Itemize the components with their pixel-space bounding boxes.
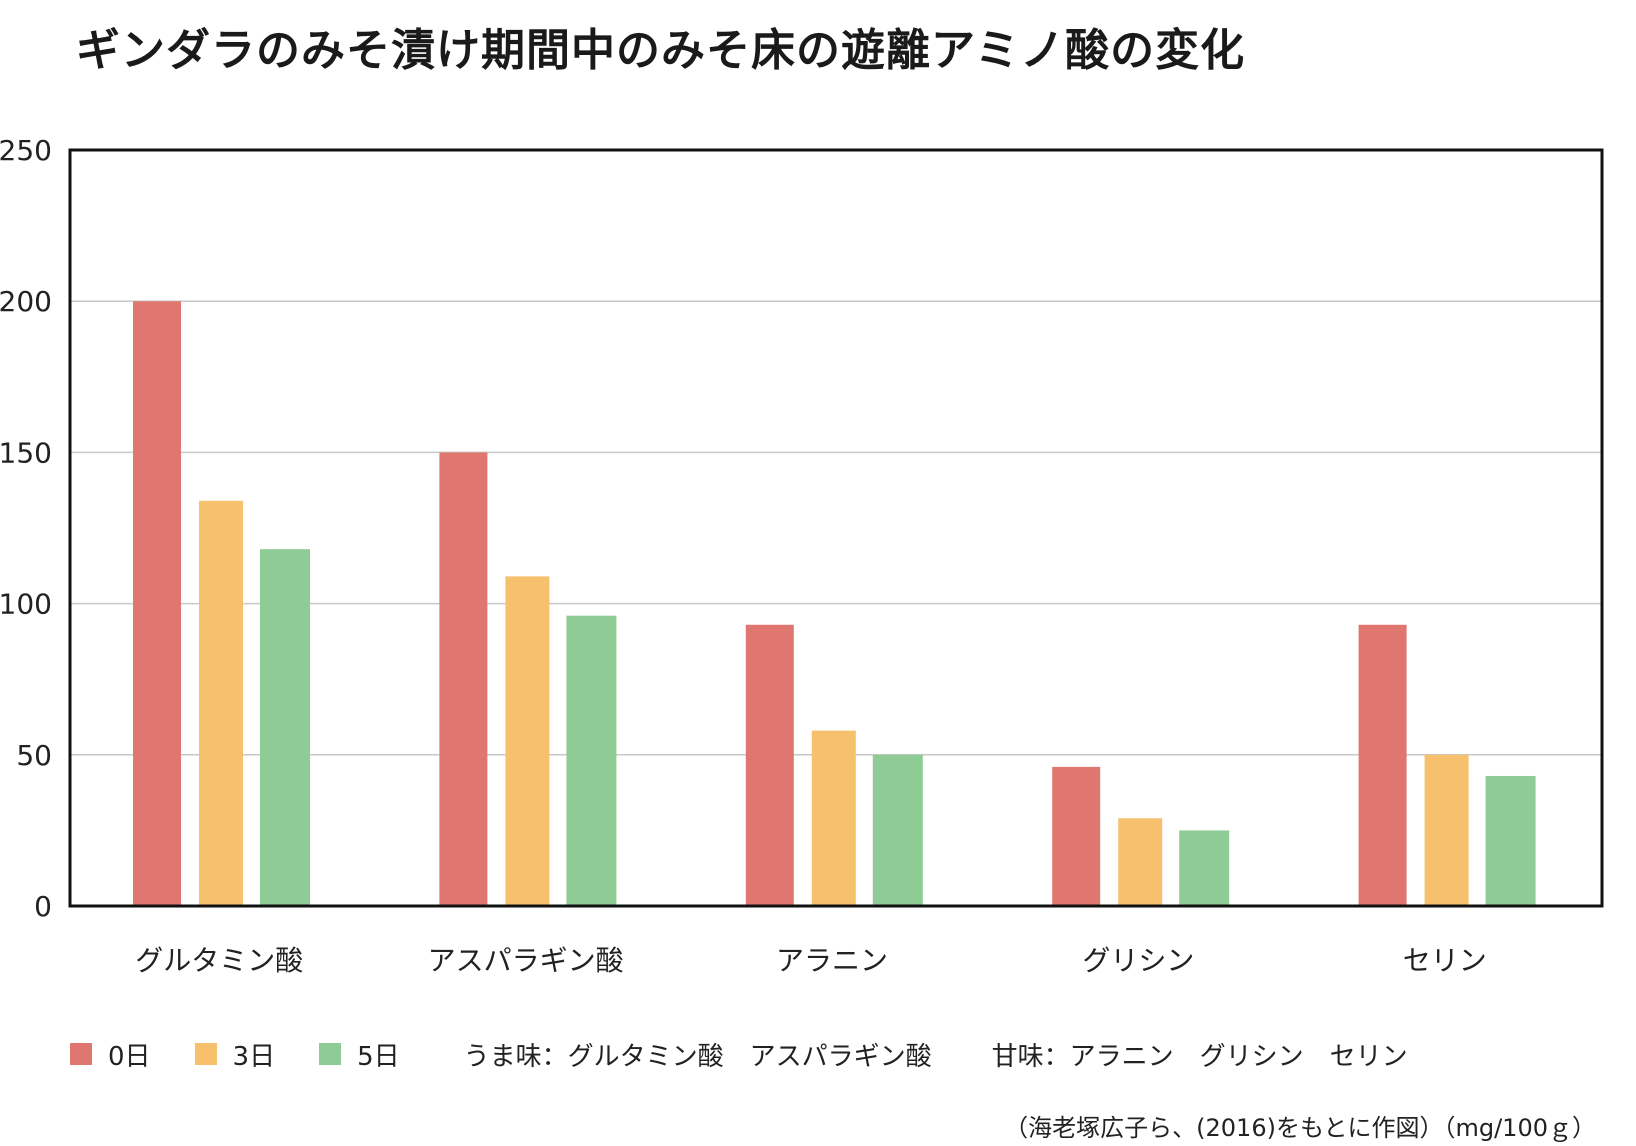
y-tick-label: 250: [0, 134, 52, 167]
bar-0日-グルタミン酸: [133, 301, 181, 906]
bar-5日-アスパラギン酸: [566, 615, 617, 906]
bar-0日-アラニン: [745, 624, 794, 906]
bar-5日-アラニン: [872, 754, 923, 906]
y-tick-label: 50: [16, 739, 52, 772]
x-category-label: アスパラギン酸: [428, 944, 624, 977]
legend-item-0day: 0日: [70, 1036, 151, 1073]
sweet-note: 甘味：アラニン グリシン セリン: [991, 1041, 1408, 1072]
y-tick-label: 100: [0, 588, 52, 621]
y-tick-label: 0: [34, 890, 52, 923]
y-tick-label: 200: [0, 285, 52, 318]
legend-item-5day: 5日: [319, 1036, 400, 1073]
bar-3日-アラニン: [811, 730, 856, 906]
x-axis-categories: グルタミン酸 アスパラギン酸 アラニン グリシン セリン: [135, 944, 1487, 977]
plot-frame: [68, 148, 1604, 908]
legend-swatch-5day: [319, 1043, 342, 1065]
x-category-label: アラニン: [776, 944, 888, 977]
bar-3日-グリシン: [1118, 818, 1163, 906]
x-category-label: セリン: [1403, 944, 1487, 977]
y-axis-ticks: 0 50 100 150 200 250: [0, 134, 52, 923]
source-note: （海老塚広子ら、(2016)をもとに作図）（mg/100ｇ）: [1004, 1114, 1596, 1142]
legend-item-3day: 3日: [194, 1036, 276, 1073]
legend-swatch-0day: [70, 1043, 92, 1065]
bar-0日-アスパラギン酸: [439, 452, 488, 906]
bar-0日-セリン: [1358, 624, 1407, 906]
bar-3日-セリン: [1424, 754, 1469, 906]
x-category-label: グリシン: [1082, 944, 1194, 977]
legend-label-5day: 5日: [357, 1041, 400, 1072]
bar-0日-グリシン: [1052, 766, 1101, 906]
legend-label-0day: 0日: [108, 1041, 151, 1072]
umami-note: うま味：グルタミン酸 アスパラギン酸: [463, 1041, 932, 1072]
grid-lines: [70, 300, 1602, 756]
bar-5日-グリシン: [1179, 830, 1230, 906]
bar-3日-アスパラギン酸: [505, 576, 550, 906]
bar-5日-セリン: [1485, 775, 1536, 906]
legend: 0日 3日 5日 うま味：グルタミン酸 アスパラギン酸 甘味：アラニン グリシン…: [70, 1034, 1408, 1074]
legend-label-3day: 3日: [232, 1041, 276, 1072]
bars: [133, 301, 1536, 906]
bar-5日-グルタミン酸: [260, 549, 310, 906]
chart-title: ギンダラのみそ漬け期間中のみそ床の遊離アミノ酸の変化: [76, 25, 1246, 76]
x-category-label: グルタミン酸: [135, 944, 303, 977]
y-tick-label: 150: [0, 436, 52, 469]
bar-3日-グルタミン酸: [199, 500, 243, 906]
legend-swatch-3day: [194, 1043, 217, 1065]
